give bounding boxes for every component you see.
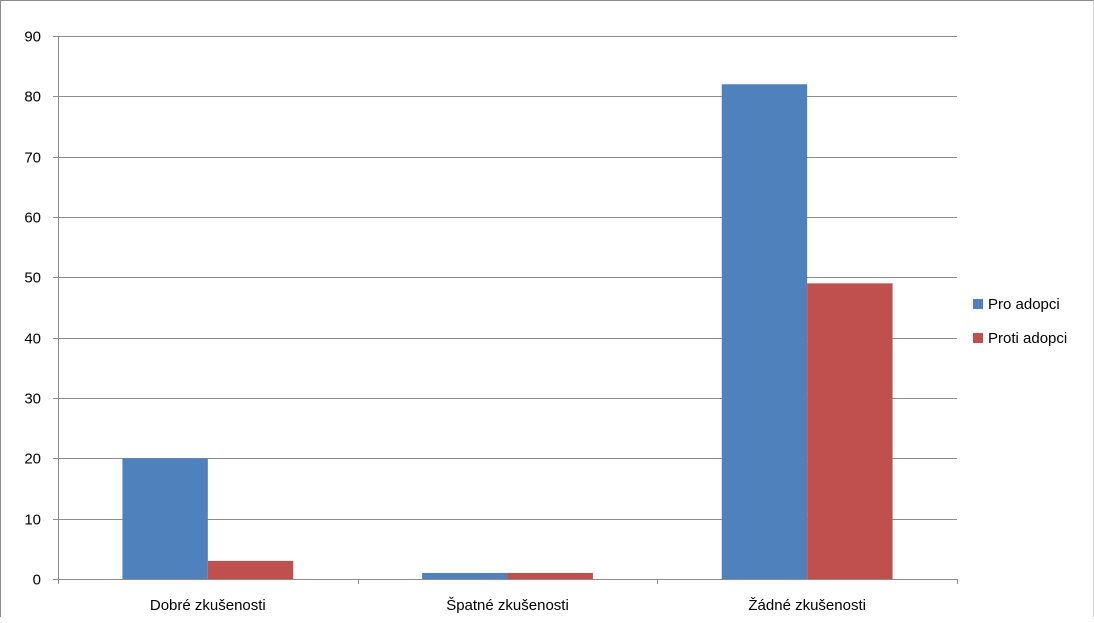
y-tick-label: 90	[24, 29, 41, 46]
y-tick-label: 10	[24, 512, 41, 529]
x-tick-label: Špatné zkušenosti	[446, 597, 569, 614]
bar-pro-adopci	[122, 458, 208, 579]
y-tick-label: 20	[24, 451, 41, 468]
y-tick-label: 60	[24, 210, 41, 227]
legend-swatch	[973, 333, 983, 343]
bar-pro-adopci	[422, 572, 508, 579]
bar-proti-adopci	[507, 572, 593, 579]
legend-swatch	[973, 299, 983, 309]
y-tick-label: 40	[24, 331, 41, 348]
bar-proti-adopci	[807, 283, 893, 579]
legend: Pro adopci Proti adopci	[973, 296, 1067, 347]
axes: 0 10 20 30 40 50 60 70 80 90 Dobré zkušenosti Špatn…	[24, 29, 958, 614]
y-tick-label: 30	[24, 391, 41, 408]
y-tick-label: 0	[33, 572, 41, 589]
y-tick-label: 80	[24, 89, 41, 106]
bars	[122, 84, 893, 580]
x-tick-label: Žádné zkušenosti	[748, 597, 866, 614]
x-tick-label: Dobré zkušenosti	[150, 597, 266, 614]
bar-pro-adopci	[721, 84, 808, 580]
legend-label: Proti adopci	[988, 330, 1067, 347]
y-tick-label: 50	[24, 270, 41, 287]
bar-proti-adopci	[207, 560, 294, 579]
legend-label: Pro adopci	[988, 296, 1060, 313]
y-tick-label: 70	[24, 150, 41, 167]
